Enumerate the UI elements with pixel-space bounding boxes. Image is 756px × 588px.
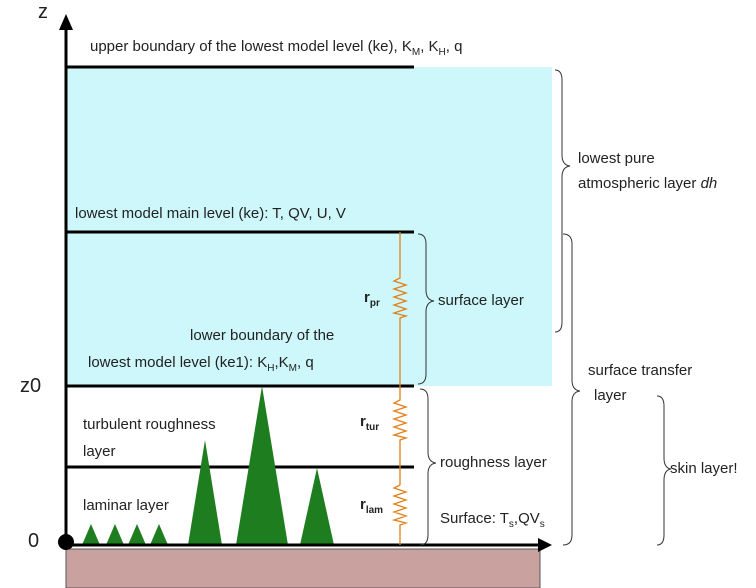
subscript: tur xyxy=(366,422,379,433)
surface-label: Surface: Ts,QVs xyxy=(440,510,545,530)
subscript: H xyxy=(439,47,446,58)
text: r xyxy=(364,289,370,306)
text: lowest model level (ke1): K xyxy=(88,354,267,371)
text: , q xyxy=(297,354,314,371)
element xyxy=(236,386,288,545)
laminar-layer-label: laminar layer xyxy=(83,497,169,514)
text: dh xyxy=(701,175,718,192)
text: Surface: T xyxy=(440,510,509,527)
resistance-label: rlam xyxy=(360,496,383,516)
skin-layer-label: skin layer! xyxy=(670,460,738,477)
upper-boundary-label: upper boundary of the lowest model level… xyxy=(90,38,462,58)
element xyxy=(188,440,222,545)
text: , q xyxy=(446,38,463,55)
roughness-layer-label: roughness layer xyxy=(440,454,547,471)
roughness-elements xyxy=(82,386,334,545)
surface-transfer-label: layer xyxy=(594,387,627,404)
text: atmospheric layer xyxy=(578,175,701,192)
subscript: pr xyxy=(370,298,380,309)
x-arrow xyxy=(538,538,552,552)
subscript: lam xyxy=(366,505,383,516)
text: r xyxy=(360,496,366,513)
small-element xyxy=(128,524,146,545)
surface-transfer-label: surface transfer xyxy=(588,362,692,379)
surface-layer-label: surface layer xyxy=(438,292,524,309)
subscript: M xyxy=(412,47,420,58)
main-level-label: lowest model main level (ke): T, QV, U, … xyxy=(75,205,346,222)
lowest-pure-label: atmospheric layer dh xyxy=(578,175,717,192)
turbulent-layer-label: layer xyxy=(83,443,116,460)
brace xyxy=(554,69,571,333)
atmospheric-layer-area xyxy=(66,67,552,386)
small-element xyxy=(150,524,168,545)
resistance-line xyxy=(391,232,409,545)
small-element xyxy=(82,524,100,545)
small-element xyxy=(106,524,124,545)
text: r xyxy=(360,413,366,430)
text: , K xyxy=(420,38,438,55)
braces xyxy=(417,69,672,546)
brace xyxy=(417,233,435,385)
text: upper boundary of the lowest model level… xyxy=(90,38,412,55)
resistance-label: rpr xyxy=(364,289,380,309)
subscript: s xyxy=(540,519,545,530)
lower-boundary-label: lowest model level (ke1): KH,KM, q xyxy=(88,354,314,374)
origin xyxy=(58,534,74,550)
turbulent-layer-label: turbulent roughness xyxy=(83,416,216,433)
brace xyxy=(656,395,672,546)
resistance-label: rtur xyxy=(360,413,379,433)
brace xyxy=(419,388,437,546)
resistances xyxy=(391,232,409,545)
lower-boundary-label: lower boundary of the xyxy=(190,327,334,344)
z-arrow xyxy=(59,14,73,30)
z-label: z xyxy=(38,1,48,23)
text: ,K xyxy=(274,354,288,371)
z0-label: z0 xyxy=(20,375,41,397)
subscript: H xyxy=(267,363,274,374)
zero-label: 0 xyxy=(28,530,39,552)
ground xyxy=(65,548,541,588)
subscript: s xyxy=(509,519,514,530)
brace xyxy=(562,233,581,546)
element xyxy=(300,468,334,545)
subscript: M xyxy=(289,363,297,374)
lowest-pure-label: lowest pure xyxy=(578,150,655,167)
text: ,QV xyxy=(514,510,540,527)
